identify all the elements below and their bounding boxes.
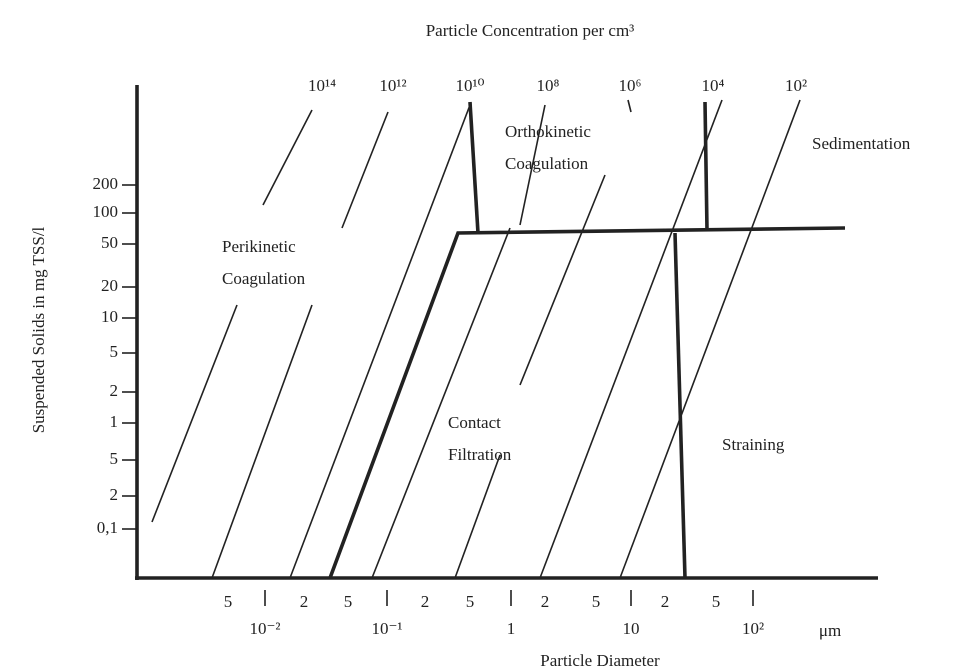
x-minor-tick-label: 2 — [421, 592, 430, 611]
line — [454, 454, 501, 579]
line — [211, 304, 313, 579]
y-tick-label: 5 — [110, 342, 119, 361]
region-label: Coagulation — [505, 154, 589, 173]
x-minor-tick-label: 5 — [224, 592, 233, 611]
x-minor-tick-label: 5 — [712, 592, 721, 611]
region-label: Perikinetic — [222, 237, 296, 256]
line — [519, 174, 606, 386]
line — [289, 104, 471, 579]
x-major-tick-label: 1 — [507, 619, 516, 638]
line — [151, 304, 238, 523]
region-label: Coagulation — [222, 269, 306, 288]
title: Particle Concentration per cm³ — [426, 21, 635, 40]
x-major-tick-label: 10⁻² — [249, 619, 280, 638]
line — [341, 111, 389, 229]
line — [627, 99, 632, 113]
x-major-tick-label: 10 — [623, 619, 640, 638]
line — [262, 109, 313, 206]
concentration-label: 10¹² — [379, 76, 406, 95]
concentration-label: 10¹⁴ — [308, 76, 336, 95]
line — [539, 99, 723, 579]
region-border — [468, 101, 480, 234]
x-major-tick-label: 10² — [742, 619, 764, 638]
concentration-label: 10⁶ — [619, 76, 642, 95]
y-tick-label: 2 — [110, 485, 119, 504]
y-tick-label: 200 — [93, 174, 119, 193]
x-minor-tick-label: 2 — [300, 592, 309, 611]
region-border — [328, 226, 846, 579]
boundary-lines — [151, 99, 846, 579]
x-minor-tick-label: 5 — [592, 592, 601, 611]
x-major-tick-label: 10⁻¹ — [371, 619, 402, 638]
y-tick-label: 100 — [93, 202, 119, 221]
line — [619, 99, 801, 579]
y-axis-label: Suspended Solids in mg TSS/l — [29, 226, 48, 433]
region-label: Contact — [448, 413, 501, 432]
region-label: Filtration — [448, 445, 512, 464]
region-label: Orthokinetic — [505, 122, 591, 141]
line — [519, 104, 546, 226]
concentration-label: 10² — [785, 76, 807, 95]
y-tick-label: 20 — [101, 276, 118, 295]
line — [371, 227, 511, 579]
axes — [135, 85, 878, 580]
y-tick-label: 5 — [110, 449, 119, 468]
x-minor-tick-label: 5 — [466, 592, 475, 611]
y-tick-label: 1 — [110, 412, 119, 431]
y-tick-label: 0,1 — [97, 518, 118, 537]
region-border — [673, 232, 687, 579]
y-tick-label: 2 — [110, 381, 119, 400]
x-minor-tick-label: 2 — [661, 592, 670, 611]
x-unit: μm — [819, 621, 841, 640]
concentration-label: 10¹⁰ — [456, 76, 485, 95]
concentration-label: 10⁸ — [537, 76, 560, 95]
x-minor-tick-label: 5 — [344, 592, 353, 611]
region-border — [703, 101, 709, 231]
y-tick-label: 10 — [101, 307, 118, 326]
region-label: Sedimentation — [812, 134, 911, 153]
x-minor-tick-label: 2 — [541, 592, 550, 611]
concentration-label: 10⁴ — [702, 76, 725, 95]
y-tick-label: 50 — [101, 233, 118, 252]
region-label: Straining — [722, 435, 785, 454]
x-axis-label: Particle Diameter — [540, 651, 660, 670]
